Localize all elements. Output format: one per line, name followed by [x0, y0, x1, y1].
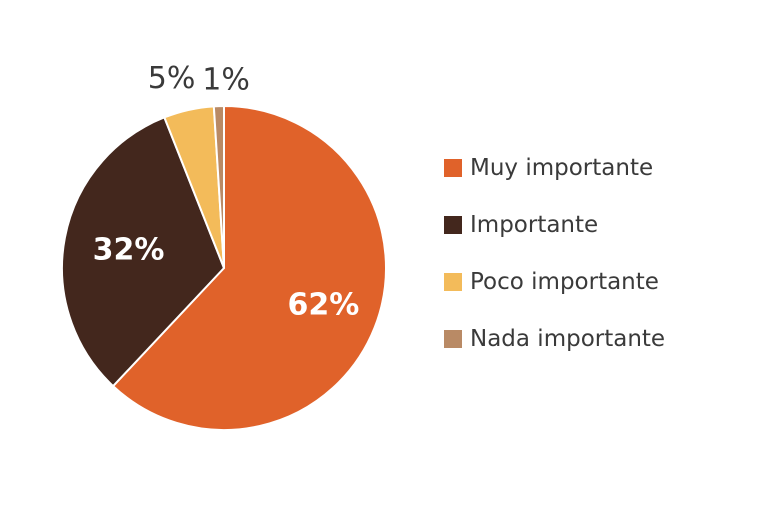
legend-label: Poco importante	[470, 269, 659, 295]
legend-item-4: Nada importante	[444, 321, 665, 357]
legend-item-2: Importante	[444, 207, 665, 243]
pie-slice-1	[112, 105, 387, 431]
slice-label-1: 62%	[287, 288, 359, 323]
slice-label-2: 32%	[93, 232, 165, 267]
chart-legend: Muy importante Importante Poco importante N…	[444, 150, 665, 378]
slice-label-3: 5%	[148, 61, 196, 96]
slice-label-4: 1%	[202, 63, 250, 98]
legend-swatch	[444, 330, 462, 348]
pie-slice-2	[61, 116, 225, 388]
legend-swatch	[444, 216, 462, 234]
legend-item-3: Poco importante	[444, 264, 665, 300]
legend-swatch	[444, 159, 462, 177]
pie-slice-4	[212, 105, 225, 269]
legend-label: Nada importante	[470, 326, 666, 352]
legend-label: Importante	[470, 212, 599, 238]
legend-item-1: Muy importante	[444, 150, 665, 186]
legend-label: Muy importante	[470, 155, 654, 181]
legend-swatch	[444, 273, 462, 291]
